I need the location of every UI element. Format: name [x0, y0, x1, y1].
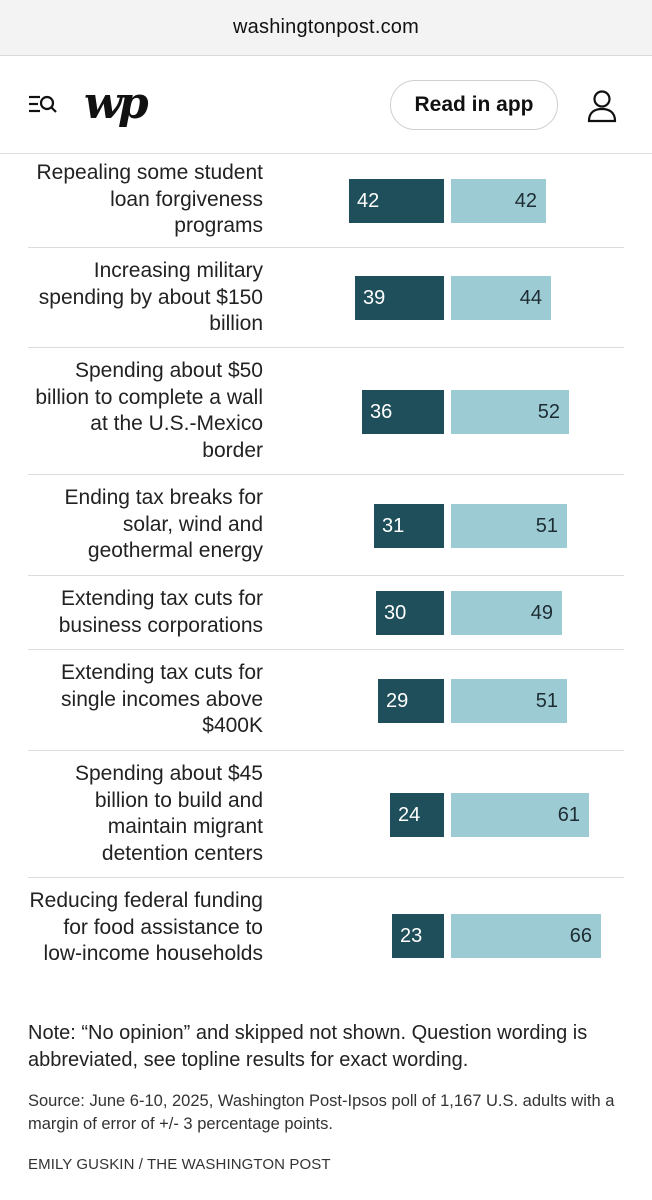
chart-credit: EMILY GUSKIN / THE WASHINGTON POST	[28, 1156, 331, 1173]
menu-search-icon[interactable]	[28, 92, 58, 118]
oppose-bar: 61	[451, 793, 589, 837]
oppose-bar: 51	[451, 504, 567, 548]
category-label: Spending about $50 billion to complete a…	[35, 359, 263, 462]
support-bar: 39	[355, 276, 444, 320]
category-label: Extending tax cuts for business corporat…	[58, 587, 263, 637]
chart-source: Source: June 6-10, 2025, Washington Post…	[28, 1092, 615, 1133]
chart-row: Increasing military spending by about $1…	[28, 248, 624, 348]
support-bar: 24	[390, 793, 444, 837]
support-bar: 29	[378, 679, 444, 723]
chart-row: Spending about $50 billion to complete a…	[28, 348, 624, 475]
category-label: Increasing military spending by about $1…	[38, 259, 263, 335]
oppose-bar: 66	[451, 914, 601, 958]
support-bar: 30	[376, 591, 444, 635]
chart-row: Spending about $45 billion to build and …	[28, 751, 624, 878]
read-in-app-button[interactable]: Read in app	[390, 80, 558, 130]
category-label: Ending tax breaks for solar, wind and ge…	[64, 486, 263, 562]
category-label: Reducing federal funding for food assist…	[29, 889, 263, 965]
user-account-icon[interactable]	[586, 89, 618, 123]
browser-url-bar[interactable]: washingtonpost.com	[0, 0, 652, 56]
oppose-bar: 42	[451, 179, 546, 223]
category-label: Spending about $45 billion to build and …	[74, 762, 263, 865]
support-oppose-chart: Repealing some student loan forgiveness …	[0, 154, 652, 994]
support-bar: 42	[349, 179, 444, 223]
chart-row: Reducing federal funding for food assist…	[28, 878, 624, 994]
chart-row: Extending tax cuts for single incomes ab…	[28, 650, 624, 751]
chart-note: Note: “No opinion” and skipped not shown…	[28, 1022, 588, 1071]
chart-row: Ending tax breaks for solar, wind and ge…	[28, 475, 624, 576]
support-bar: 23	[392, 914, 444, 958]
url-text: washingtonpost.com	[233, 16, 419, 38]
site-header: wp Read in app	[0, 56, 652, 154]
oppose-bar: 51	[451, 679, 567, 723]
category-label: Repealing some student loan forgiveness …	[36, 161, 263, 237]
chart-row: Extending tax cuts for business corporat…	[28, 576, 624, 650]
washington-post-logo[interactable]: wp	[84, 78, 149, 129]
support-bar: 36	[362, 390, 444, 434]
oppose-bar: 49	[451, 591, 562, 635]
oppose-bar: 52	[451, 390, 569, 434]
oppose-bar: 44	[451, 276, 551, 320]
chart-row: Repealing some student loan forgiveness …	[28, 154, 624, 248]
support-bar: 31	[374, 504, 444, 548]
category-label: Extending tax cuts for single incomes ab…	[61, 661, 263, 737]
